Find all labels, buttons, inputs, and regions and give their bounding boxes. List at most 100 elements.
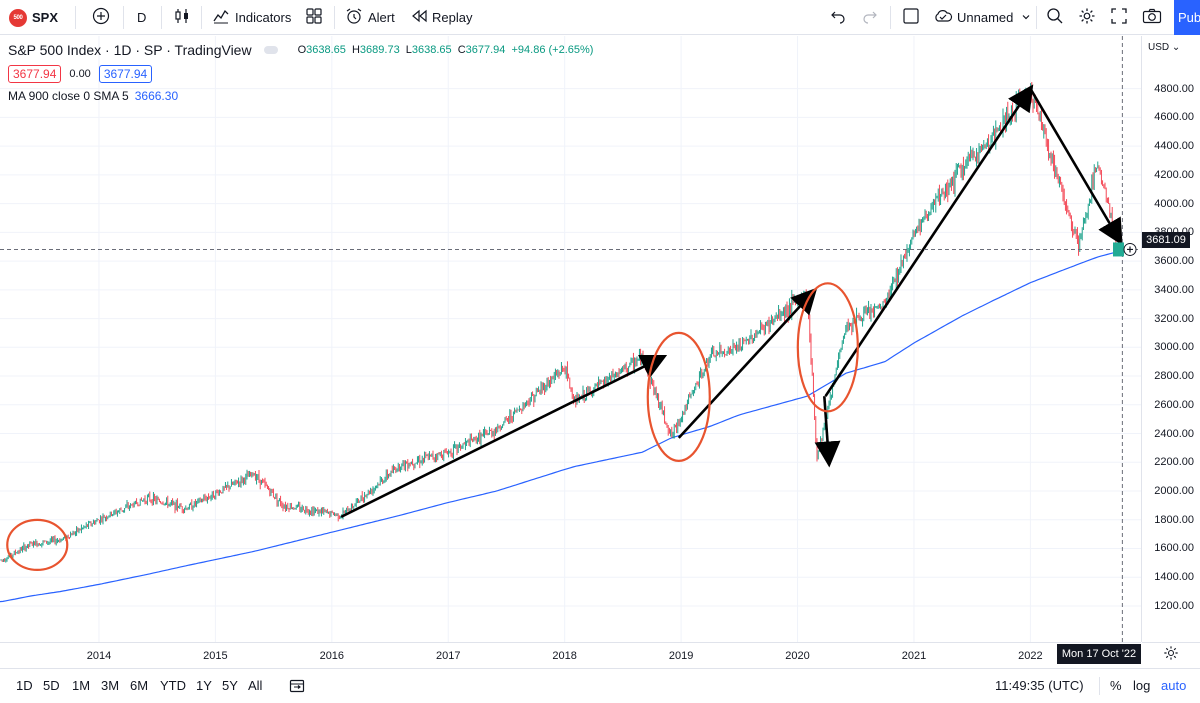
fullscreen-button[interactable] bbox=[1111, 0, 1127, 35]
price-chart[interactable] bbox=[0, 36, 1141, 642]
auto-toggle[interactable]: auto bbox=[1161, 678, 1187, 693]
price-tick: 4000.00 bbox=[1154, 197, 1194, 210]
chart-pane[interactable] bbox=[0, 36, 1141, 642]
close-label: C bbox=[457, 44, 466, 56]
redo-icon bbox=[862, 8, 878, 27]
percent-toggle[interactable]: % bbox=[1110, 678, 1122, 693]
price-tick: 3200.00 bbox=[1154, 312, 1194, 325]
trend-arrow bbox=[814, 396, 841, 468]
grid bbox=[0, 36, 1141, 642]
indicators-button[interactable]: Indicators bbox=[212, 0, 291, 35]
price-tick: 3000.00 bbox=[1154, 341, 1194, 354]
layout-name-dropdown[interactable]: Unnamed bbox=[933, 0, 1031, 35]
time-tick: 2022 bbox=[1018, 650, 1043, 662]
interval-label: D bbox=[137, 10, 147, 25]
ohlc-values: O3638.65 H3689.73 L3638.65 C3677.94 +94.… bbox=[298, 44, 597, 56]
highlight-circle bbox=[646, 331, 711, 462]
calendar-range-icon bbox=[289, 679, 305, 697]
price-tick: 1800.00 bbox=[1154, 513, 1194, 526]
price-tick: 2400.00 bbox=[1154, 427, 1194, 440]
select-layout-button[interactable] bbox=[902, 0, 920, 35]
legend-main-row: S&P 500 Index · 1D · SP · TradingView O3… bbox=[8, 40, 596, 60]
divider bbox=[334, 6, 335, 29]
range-button-3m[interactable]: 3M bbox=[101, 678, 120, 693]
range-button-5d[interactable]: 5D bbox=[43, 678, 60, 693]
bid-ask-row: 3677.94 0.00 3677.94 bbox=[8, 64, 596, 84]
snapshot-button[interactable] bbox=[1142, 0, 1162, 35]
symbol-search[interactable]: 500 SPX bbox=[9, 0, 58, 35]
search-button[interactable] bbox=[1046, 0, 1064, 35]
scale-settings-button[interactable] bbox=[1142, 642, 1200, 668]
camera-icon bbox=[1142, 8, 1162, 27]
alarm-clock-icon bbox=[345, 7, 363, 28]
divider bbox=[161, 6, 162, 29]
price-tick: 1400.00 bbox=[1154, 571, 1194, 584]
divider bbox=[75, 6, 76, 29]
replay-button[interactable]: Replay bbox=[411, 0, 472, 35]
range-button-1m[interactable]: 1M bbox=[72, 678, 91, 693]
low-label: L bbox=[405, 44, 412, 56]
currency-selector[interactable]: USD ⌄ bbox=[1148, 42, 1180, 53]
symbol-label: SPX bbox=[32, 10, 59, 25]
symbol-title[interactable]: S&P 500 Index · 1D · SP · TradingView bbox=[8, 42, 252, 58]
fullscreen-icon bbox=[1111, 8, 1127, 27]
time-tick: 2019 bbox=[668, 650, 694, 662]
caret-down-icon: ⌄ bbox=[1171, 42, 1181, 53]
indicators-label: Indicators bbox=[235, 10, 292, 25]
publish-button[interactable]: Publish bbox=[1174, 0, 1200, 35]
time-tick: 2021 bbox=[901, 650, 927, 662]
replay-label: Replay bbox=[432, 10, 473, 25]
log-toggle[interactable]: log bbox=[1133, 678, 1151, 693]
time-tick: 2015 bbox=[203, 650, 228, 662]
time-tick: 2020 bbox=[785, 650, 810, 662]
annotations bbox=[6, 84, 1123, 571]
change-value: +94.86 (+2.65%) bbox=[511, 44, 594, 56]
low-value: 3638.65 bbox=[411, 44, 452, 56]
price-tick: 1200.00 bbox=[1154, 599, 1194, 612]
ma-900-line bbox=[0, 251, 1117, 603]
last-price-marker bbox=[1113, 242, 1124, 257]
range-button-all[interactable]: All bbox=[248, 678, 263, 693]
time-tick: 2017 bbox=[436, 650, 461, 662]
range-button-ytd[interactable]: YTD bbox=[160, 678, 186, 693]
divider bbox=[1036, 6, 1037, 29]
open-value: 3638.65 bbox=[306, 44, 346, 56]
range-button-1d[interactable]: 1D bbox=[16, 678, 33, 693]
crosshair-price-tag: 3681.09 bbox=[1142, 232, 1190, 248]
layout-name: Unnamed bbox=[957, 10, 1014, 25]
buy-price[interactable]: 3677.94 bbox=[98, 65, 153, 83]
ma-indicator-label[interactable]: MA 900 close 0 SMA 5 bbox=[8, 89, 129, 103]
range-button-6m[interactable]: 6M bbox=[130, 678, 149, 693]
chart-type-button[interactable] bbox=[173, 0, 191, 35]
high-value: 3689.73 bbox=[359, 44, 400, 56]
price-tick: 2800.00 bbox=[1154, 370, 1194, 383]
plus-icon bbox=[1127, 246, 1133, 253]
cloud-icon bbox=[933, 9, 953, 26]
sell-price[interactable]: 3677.94 bbox=[8, 65, 62, 83]
templates-button[interactable] bbox=[306, 0, 322, 35]
trend-arrow bbox=[340, 354, 668, 519]
bottom-toolbar: 1D 5D 1M 3M 6M YTD 1Y 5Y All 11:49:35 (UTC) % lo… bbox=[0, 668, 1200, 703]
crosshair bbox=[0, 36, 1141, 642]
sp500-logo: 500 bbox=[9, 8, 27, 27]
legend-toggle-pill[interactable] bbox=[263, 46, 278, 54]
goto-date-button[interactable] bbox=[289, 678, 305, 697]
range-button-5y[interactable]: 5Y bbox=[222, 678, 238, 693]
gear-icon bbox=[1078, 7, 1096, 28]
search-icon bbox=[1046, 7, 1064, 28]
price-tick: 4600.00 bbox=[1154, 111, 1194, 124]
undo-button[interactable] bbox=[830, 0, 846, 35]
interval-button[interactable]: D bbox=[137, 0, 146, 35]
price-scale[interactable]: 4800.004600.004400.004200.004000.003800.… bbox=[1141, 36, 1200, 642]
clock-timezone[interactable]: 11:49:35 (UTC) bbox=[995, 678, 1084, 693]
time-tick: 2016 bbox=[319, 650, 345, 662]
compare-button[interactable] bbox=[92, 0, 110, 35]
alert-button[interactable]: Alert bbox=[345, 0, 395, 35]
range-button-1y[interactable]: 1Y bbox=[196, 678, 212, 693]
price-tick: 2200.00 bbox=[1154, 456, 1194, 469]
plus-circle-icon bbox=[92, 7, 110, 28]
settings-button[interactable] bbox=[1078, 0, 1096, 35]
rewind-icon bbox=[411, 9, 427, 26]
time-axis[interactable]: 2014 2015 2016 2017 2018 2019 2020 2021 2022 bbox=[0, 642, 1141, 668]
redo-button[interactable] bbox=[862, 0, 878, 35]
